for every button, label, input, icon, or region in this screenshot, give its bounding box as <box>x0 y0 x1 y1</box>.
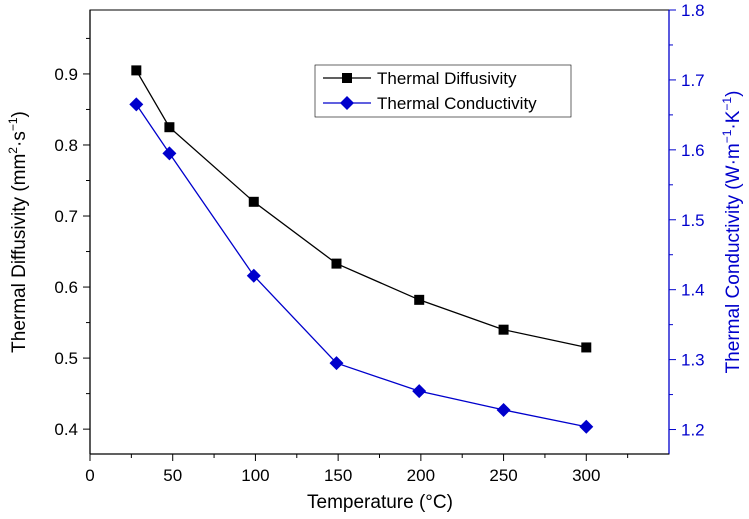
x-tick-label: 50 <box>163 466 182 485</box>
series-layer <box>129 65 594 434</box>
left-y-axis-ticks: 0.4 0.5 0.6 0.7 0.8 0.9 <box>54 37 90 439</box>
x-tick-label: 200 <box>407 466 435 485</box>
legend-marker-diffusivity <box>342 73 352 83</box>
left-y-tick-label: 0.6 <box>54 278 78 297</box>
x-tick-label: 300 <box>572 466 600 485</box>
left-y-tick-label: 0.8 <box>54 136 78 155</box>
data-point-diffusivity <box>131 65 142 76</box>
left-y-tick-label: 0.7 <box>54 207 78 226</box>
data-point-conductivity <box>329 356 344 371</box>
data-point-conductivity <box>162 146 177 161</box>
right-y-tick-label: 1.5 <box>681 211 705 230</box>
right-y-axis-ticks: 1.2 1.3 1.4 1.5 1.6 1.7 1.8 <box>669 1 705 440</box>
right-y-tick-label: 1.6 <box>681 141 705 160</box>
data-point-diffusivity <box>414 294 425 305</box>
data-point-conductivity <box>412 384 427 399</box>
x-tick-label: 100 <box>241 466 269 485</box>
left-y-axis-title: Thermal Diffusivity (mm2·s−1) <box>6 111 30 353</box>
data-point-conductivity <box>496 402 511 417</box>
series-line-conductivity <box>135 104 587 428</box>
data-point-diffusivity <box>498 324 509 335</box>
legend-box <box>314 64 572 118</box>
legend-marker-conductivity <box>340 96 354 110</box>
left-y-tick-label: 0.9 <box>54 65 78 84</box>
data-point-diffusivity <box>164 122 175 133</box>
right-y-tick-label: 1.8 <box>681 1 705 20</box>
data-point-conductivity <box>246 268 261 283</box>
right-y-tick-label: 1.4 <box>681 281 705 300</box>
x-tick-label: 0 <box>85 466 94 485</box>
right-y-tick-label: 1.7 <box>681 71 705 90</box>
x-tick-label: 150 <box>324 466 352 485</box>
data-point-conductivity <box>129 97 144 112</box>
legend-label-conductivity: Thermal Conductivity <box>377 94 537 113</box>
data-point-diffusivity <box>248 196 259 207</box>
data-point-diffusivity <box>331 258 342 269</box>
data-point-diffusivity <box>581 342 592 353</box>
right-y-axis-title: Thermal Conductivity (W·m−1·K−1) <box>720 91 744 374</box>
x-axis-title: Temperature (°C) <box>307 492 453 513</box>
x-axis-ticks: 0 50 100 150 200 250 300 <box>85 454 629 485</box>
legend: Thermal Diffusivity Thermal Conductivity <box>314 64 572 118</box>
right-y-tick-label: 1.2 <box>681 421 705 440</box>
right-y-tick-label: 1.3 <box>681 351 705 370</box>
left-y-tick-label: 0.4 <box>54 420 78 439</box>
data-point-conductivity <box>579 419 594 434</box>
x-tick-label: 250 <box>489 466 517 485</box>
legend-label-diffusivity: Thermal Diffusivity <box>377 69 517 88</box>
left-y-tick-label: 0.5 <box>54 349 78 368</box>
